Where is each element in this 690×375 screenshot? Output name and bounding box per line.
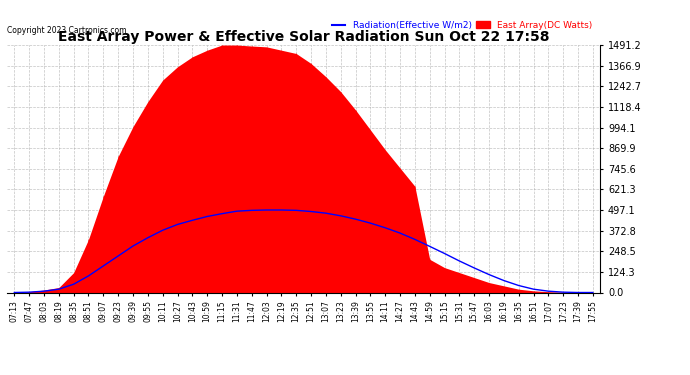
Text: Copyright 2023 Cartronics.com: Copyright 2023 Cartronics.com [7, 26, 126, 35]
Legend: Radiation(Effective W/m2), East Array(DC Watts): Radiation(Effective W/m2), East Array(DC… [328, 17, 595, 33]
Title: East Array Power & Effective Solar Radiation Sun Oct 22 17:58: East Array Power & Effective Solar Radia… [58, 30, 549, 44]
